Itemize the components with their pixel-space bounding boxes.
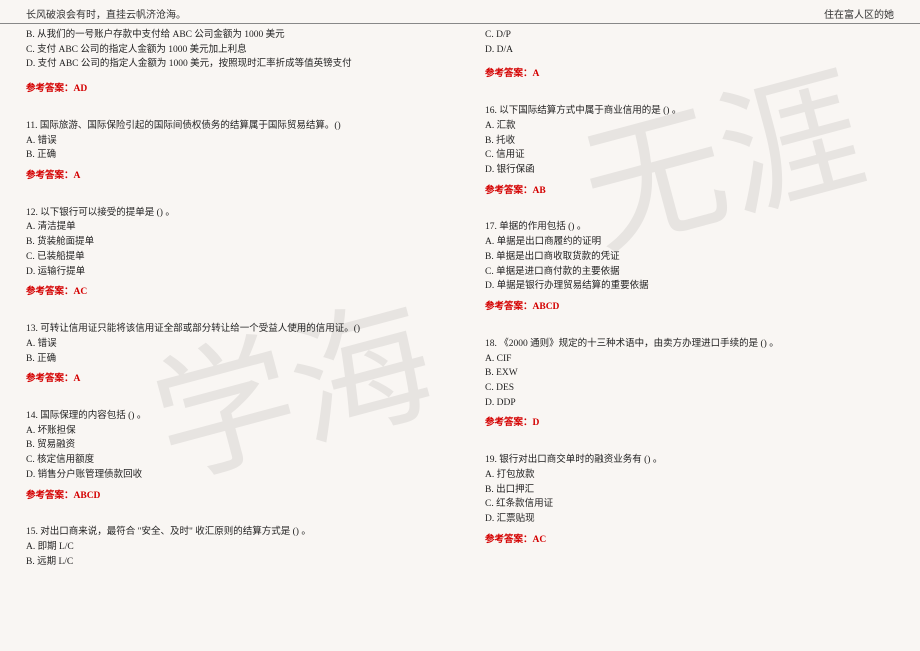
answer-line: 参考答案：AB xyxy=(485,184,894,199)
option-line: B. 出口押汇 xyxy=(485,483,894,498)
option-line: A. 错误 xyxy=(26,134,435,149)
option-line: B. 正确 xyxy=(26,148,435,163)
question-block: 11. 国际旅游、国际保险引起的国际间债权债务的结算属于国际贸易结算。() A.… xyxy=(26,119,435,184)
answer-line: 参考答案：AD xyxy=(26,82,435,97)
answer-line: 参考答案：A xyxy=(26,372,435,387)
right-column: C. D/P D. D/A 参考答案：A 16. 以下国际结算方式中属于商业信用… xyxy=(465,28,894,591)
option-line: A. 坏账担保 xyxy=(26,424,435,439)
option-line: D. 销售分户账管理债款回收 xyxy=(26,468,435,483)
question-line: 11. 国际旅游、国际保险引起的国际间债权债务的结算属于国际贸易结算。() xyxy=(26,119,435,134)
option-line: D. 支付 ABC 公司的指定人金额为 1000 美元，按照现时汇率折成等值英镑… xyxy=(26,57,435,72)
option-line: D. 汇票贴现 xyxy=(485,512,894,527)
option-line: B. 单据是出口商收取货款的凭证 xyxy=(485,250,894,265)
question-block: 13. 可转让信用证只能将该信用证全部或部分转让给一个受益人使用的信用证。() … xyxy=(26,322,435,387)
option-line: B. 从我们的一号账户存款中支付给 ABC 公司金额为 1000 美元 xyxy=(26,28,435,43)
option-line: A. 汇款 xyxy=(485,119,894,134)
question-block: C. D/P D. D/A 参考答案：A xyxy=(485,28,894,82)
option-line: A. 单据是出口商履约的证明 xyxy=(485,235,894,250)
option-line: B. 远期 L/C xyxy=(26,555,435,570)
answer-line: 参考答案：D xyxy=(485,416,894,431)
option-line: A. 清洁提单 xyxy=(26,220,435,235)
option-line: C. 已装船提单 xyxy=(26,250,435,265)
option-line: C. 信用证 xyxy=(485,148,894,163)
header-right: 住在富人区的她 xyxy=(824,6,894,21)
option-line: B. EXW xyxy=(485,366,894,381)
option-line: A. 打包放款 xyxy=(485,468,894,483)
question-block: B. 从我们的一号账户存款中支付给 ABC 公司金额为 1000 美元 C. 支… xyxy=(26,28,435,97)
option-line: C. D/P xyxy=(485,28,894,43)
answer-line: 参考答案：A xyxy=(26,169,435,184)
answer-line: 参考答案：ABCD xyxy=(485,300,894,315)
option-line: B. 托收 xyxy=(485,134,894,149)
option-line: C. 单据是进口商付款的主要依据 xyxy=(485,265,894,280)
option-line: D. 单据是银行办理贸易结算的重要依据 xyxy=(485,279,894,294)
answer-line: 参考答案：A xyxy=(485,67,894,82)
page-header: 长风破浪会有时，直挂云帆济沧海。 住在富人区的她 xyxy=(0,0,920,24)
option-line: B. 贸易融资 xyxy=(26,438,435,453)
option-line: C. 核定信用额度 xyxy=(26,453,435,468)
left-column: B. 从我们的一号账户存款中支付给 ABC 公司金额为 1000 美元 C. 支… xyxy=(26,28,465,591)
answer-line: 参考答案：AC xyxy=(485,533,894,548)
question-line: 18. 《2000 通则》规定的十三种术语中，由卖方办理进口手续的是 () 。 xyxy=(485,337,894,352)
option-line: C. 红条款信用证 xyxy=(485,497,894,512)
question-line: 16. 以下国际结算方式中属于商业信用的是 () 。 xyxy=(485,104,894,119)
answer-line: 参考答案：AC xyxy=(26,285,435,300)
answer-line: 参考答案：ABCD xyxy=(26,489,435,504)
content-area: B. 从我们的一号账户存款中支付给 ABC 公司金额为 1000 美元 C. 支… xyxy=(0,24,920,591)
option-line: D. DDP xyxy=(485,396,894,411)
question-line: 15. 对出口商来说，最符合 "安全、及时" 收汇原则的结算方式是 () 。 xyxy=(26,525,435,540)
option-line: C. 支付 ABC 公司的指定人金额为 1000 美元加上利息 xyxy=(26,43,435,58)
question-block: 16. 以下国际结算方式中属于商业信用的是 () 。 A. 汇款 B. 托收 C… xyxy=(485,104,894,198)
option-line: A. CIF xyxy=(485,352,894,367)
question-line: 19. 银行对出口商交单时的融资业务有 () 。 xyxy=(485,453,894,468)
question-block: 18. 《2000 通则》规定的十三种术语中，由卖方办理进口手续的是 () 。 … xyxy=(485,337,894,431)
question-block: 14. 国际保理的内容包括 () 。 A. 坏账担保 B. 贸易融资 C. 核定… xyxy=(26,409,435,503)
option-line: C. DES xyxy=(485,381,894,396)
option-line: B. 正确 xyxy=(26,352,435,367)
header-left: 长风破浪会有时，直挂云帆济沧海。 xyxy=(26,6,186,21)
question-line: 17. 单据的作用包括 () 。 xyxy=(485,220,894,235)
question-block: 12. 以下银行可以接受的提单是 () 。 A. 清洁提单 B. 货装舱面提单 … xyxy=(26,206,435,300)
question-block: 19. 银行对出口商交单时的融资业务有 () 。 A. 打包放款 B. 出口押汇… xyxy=(485,453,894,547)
option-line: A. 即期 L/C xyxy=(26,540,435,555)
option-line: D. D/A xyxy=(485,43,894,58)
option-line: B. 货装舱面提单 xyxy=(26,235,435,250)
option-line: D. 银行保函 xyxy=(485,163,894,178)
question-block: 17. 单据的作用包括 () 。 A. 单据是出口商履约的证明 B. 单据是出口… xyxy=(485,220,894,314)
question-block: 15. 对出口商来说，最符合 "安全、及时" 收汇原则的结算方式是 () 。 A… xyxy=(26,525,435,569)
question-line: 14. 国际保理的内容包括 () 。 xyxy=(26,409,435,424)
question-line: 12. 以下银行可以接受的提单是 () 。 xyxy=(26,206,435,221)
option-line: A. 错误 xyxy=(26,337,435,352)
question-line: 13. 可转让信用证只能将该信用证全部或部分转让给一个受益人使用的信用证。() xyxy=(26,322,435,337)
option-line: D. 运输行提单 xyxy=(26,265,435,280)
